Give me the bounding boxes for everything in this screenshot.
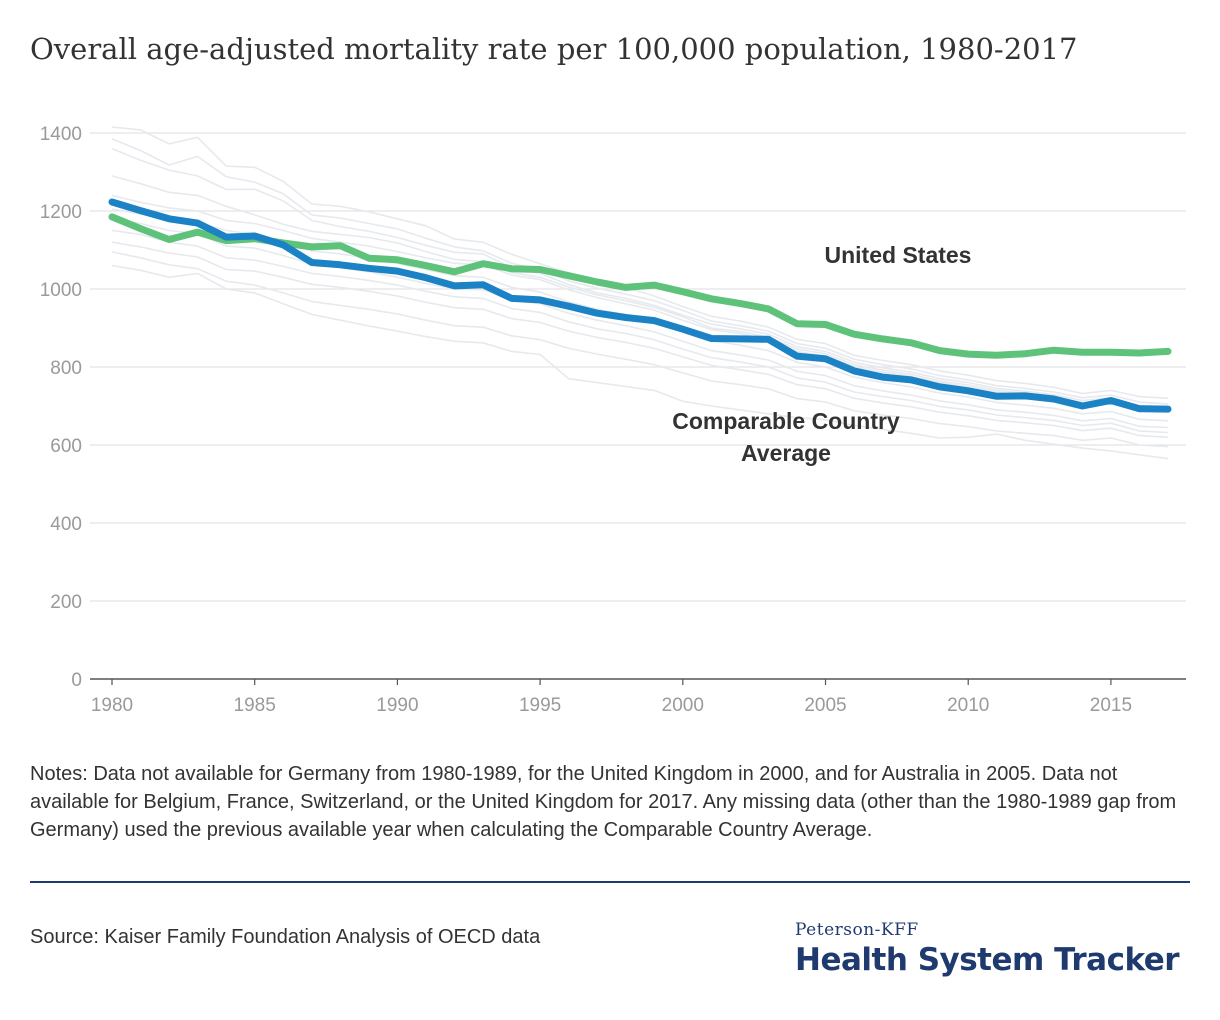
- y-tick-label-1000: 1000: [40, 280, 82, 301]
- brand-logo-text: Health System Tracker: [795, 942, 1180, 978]
- y-tick-label-800: 800: [50, 358, 82, 379]
- axes: 0 200 400 600 800 1000 1200 1400 1980 1985 1990 199…: [40, 124, 1186, 716]
- country-lines: [111, 126, 1169, 460]
- country-line-8: [111, 229, 1169, 434]
- country-line-1: [111, 126, 1169, 399]
- gridlines: [90, 132, 1186, 602]
- line-chart: 0 200 400 600 800 1000 1200 1400 1980 1985 1990 199…: [40, 124, 1186, 716]
- x-tick-label-1990: 1990: [376, 695, 418, 716]
- chart-notes: Notes: Data not available for Germany fr…: [30, 763, 1177, 841]
- y-tick-label-1400: 1400: [40, 124, 82, 145]
- country-line-3: [111, 147, 1169, 408]
- series-line-united-states: [108, 213, 1172, 359]
- y-tick-label-1200: 1200: [40, 202, 82, 223]
- label-united-states: United States: [825, 242, 972, 268]
- x-tick-label-1980: 1980: [91, 695, 133, 716]
- x-tick-label-1985: 1985: [234, 695, 276, 716]
- country-line-4: [111, 175, 1169, 411]
- y-tick-label-600: 600: [50, 436, 82, 457]
- main-series: [108, 198, 1172, 413]
- country-line-2: [111, 138, 1169, 405]
- series-line-comparable-country-average: [108, 198, 1172, 413]
- y-tick-label-400: 400: [50, 514, 82, 535]
- y-tick-label-0: 0: [71, 670, 82, 691]
- brand-small-text: Peterson-KFF: [795, 920, 919, 940]
- y-tick-label-200: 200: [50, 592, 82, 613]
- country-line-10: [111, 251, 1169, 448]
- chart-title: Overall age-adjusted mortality rate per …: [30, 32, 1078, 66]
- footer-divider: [30, 881, 1190, 883]
- source-text: Source: Kaiser Family Foundation Analysi…: [30, 926, 541, 948]
- x-tick-label-2005: 2005: [804, 695, 846, 716]
- x-tick-label-2000: 2000: [662, 695, 704, 716]
- country-line-5: [111, 194, 1169, 413]
- country-line-9: [111, 241, 1169, 438]
- x-tick-label-2010: 2010: [947, 695, 989, 716]
- country-line-11: [111, 264, 1169, 460]
- country-line-7: [111, 218, 1169, 429]
- label-comparable-country-line1: Comparable Country: [672, 408, 900, 434]
- x-tick-label-1995: 1995: [519, 695, 561, 716]
- x-tick-label-2015: 2015: [1090, 695, 1132, 716]
- label-comparable-country-line2: Average: [741, 440, 831, 466]
